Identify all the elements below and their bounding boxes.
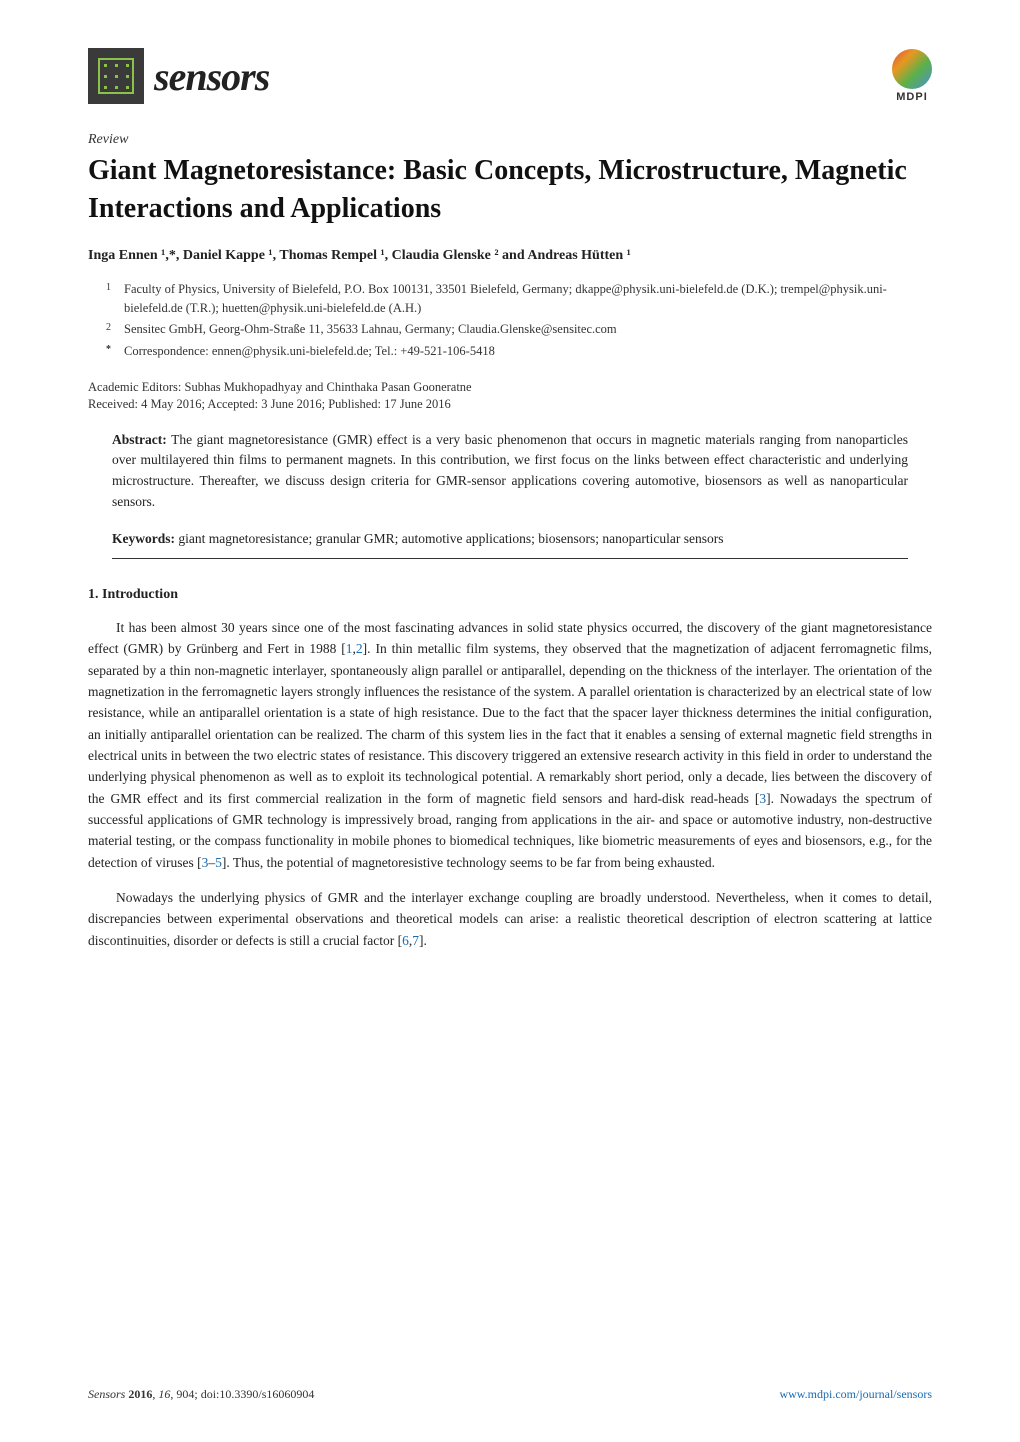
paragraph: Nowadays the underlying physics of GMR a… — [88, 887, 932, 951]
header: sensors MDPI — [88, 48, 932, 104]
section-heading: 1. Introduction — [88, 587, 932, 603]
affiliations: 1 Faculty of Physics, University of Biel… — [88, 280, 932, 362]
text-run: Nowadays the underlying physics of GMR a… — [88, 890, 932, 948]
footer-journal: Sensors — [88, 1387, 125, 1401]
sensors-icon — [88, 48, 144, 104]
abstract-label: Abstract: — [112, 432, 167, 447]
affiliation-item: * Correspondence: ennen@physik.uni-biele… — [106, 342, 932, 361]
text-run: ]. In thin metallic film systems, they o… — [88, 641, 932, 805]
affiliation-text: Sensitec GmbH, Georg-Ohm-Straße 11, 3563… — [124, 320, 932, 340]
journal-logo-block: sensors — [88, 48, 269, 104]
affiliation-number: 1 — [106, 282, 111, 293]
abstract: Abstract: The giant magnetoresistance (G… — [88, 430, 932, 514]
footer-url[interactable]: www.mdpi.com/journal/sensors — [779, 1387, 932, 1402]
footer: Sensors 2016, 16, 904; doi:10.3390/s1606… — [88, 1387, 932, 1402]
affiliation-item: 2 Sensitec GmbH, Georg-Ohm-Straße 11, 35… — [106, 320, 932, 340]
publisher-logo-block: MDPI — [892, 49, 932, 103]
ref-link[interactable]: 2 — [356, 641, 363, 656]
abstract-text: The giant magnetoresistance (GMR) effect… — [112, 432, 908, 510]
affiliation-text: Faculty of Physics, University of Bielef… — [124, 280, 932, 319]
paragraph: It has been almost 30 years since one of… — [88, 617, 932, 873]
article-dates: Received: 4 May 2016; Accepted: 3 June 2… — [88, 397, 932, 412]
article-title: Giant Magnetoresistance: Basic Concepts,… — [88, 152, 932, 228]
article-type: Review — [88, 132, 932, 148]
correspondence-text: Correspondence: ennen@physik.uni-bielefe… — [124, 342, 932, 361]
publisher-name: MDPI — [896, 91, 928, 103]
affiliation-item: 1 Faculty of Physics, University of Biel… — [106, 280, 932, 319]
journal-name: sensors — [154, 53, 269, 100]
affiliation-number: 2 — [106, 322, 111, 333]
footer-doi: doi:10.3390/s16060904 — [201, 1387, 315, 1401]
academic-editors: Academic Editors: Subhas Mukhopadhyay an… — [88, 380, 932, 395]
correspondence-marker: * — [106, 344, 111, 355]
authors-line: Inga Ennen ¹,*, Daniel Kappe ¹, Thomas R… — [88, 248, 932, 264]
body-text: It has been almost 30 years since one of… — [88, 617, 932, 951]
footer-year: 2016 — [128, 1387, 152, 1401]
keywords-label: Keywords: — [112, 531, 175, 546]
keywords: Keywords: giant magnetoresistance; granu… — [88, 529, 932, 550]
divider — [112, 558, 908, 559]
text-run: ]. — [419, 933, 427, 948]
ref-link[interactable]: 1 — [346, 641, 353, 656]
ref-link[interactable]: 6 — [402, 933, 409, 948]
footer-artnum: 904 — [176, 1387, 194, 1401]
ref-link[interactable]: 5 — [215, 855, 222, 870]
keywords-text: giant magnetoresistance; granular GMR; a… — [178, 531, 723, 546]
mdpi-icon — [892, 49, 932, 89]
footer-volume: 16 — [158, 1387, 170, 1401]
footer-citation: Sensors 2016, 16, 904; doi:10.3390/s1606… — [88, 1387, 314, 1402]
text-run: ]. Thus, the potential of magnetoresisti… — [222, 855, 715, 870]
